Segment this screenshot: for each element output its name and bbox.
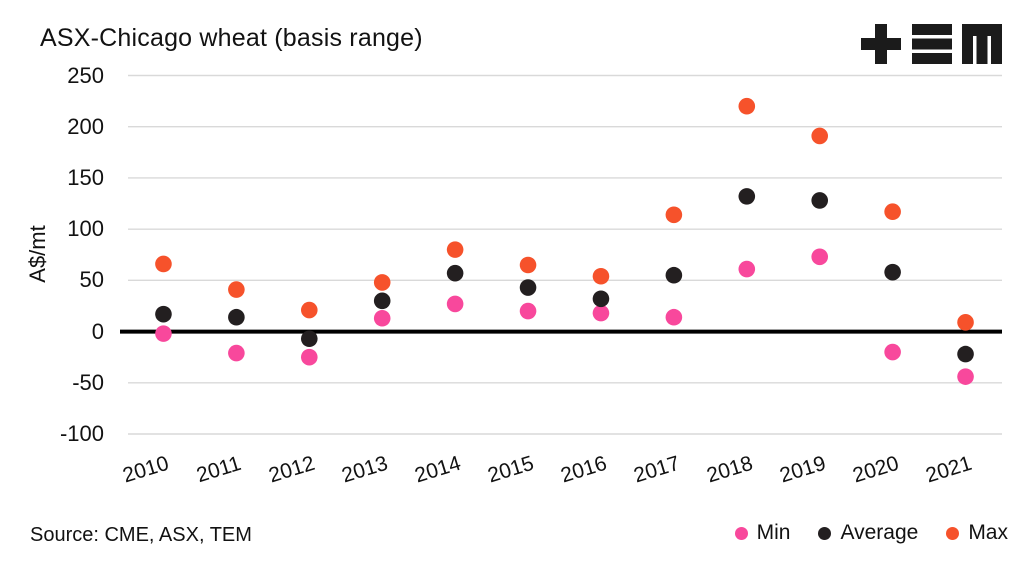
dot-max-2017 — [665, 206, 683, 224]
y-axis-title: A$/mt — [25, 225, 50, 283]
legend-label-min: Min — [756, 521, 791, 544]
legend-label-average: Average — [840, 521, 919, 544]
dot-average-2021 — [957, 345, 974, 363]
dot-max-2021 — [957, 314, 974, 331]
dot-average-2011 — [228, 308, 245, 326]
dot-max-2016 — [592, 267, 610, 285]
dot-average-2019 — [811, 192, 829, 209]
legend-label-max: Max — [968, 521, 1008, 544]
plus-icon — [861, 24, 901, 64]
m-mark-icon — [962, 24, 1002, 64]
dot-min-2014 — [446, 295, 464, 313]
y-tick-label: 100 — [67, 216, 104, 242]
min-dot-icon — [734, 526, 748, 540]
dot-min-2010 — [155, 325, 172, 342]
y-tick-label: 0 — [91, 318, 104, 344]
y-tick-label: 50 — [79, 267, 104, 293]
dot-max-2015 — [519, 256, 537, 274]
dot-min-2013 — [373, 309, 391, 327]
dot-average-2017 — [665, 266, 683, 284]
max-dot-icon — [946, 526, 960, 540]
legend-item-min: Min — [734, 521, 791, 545]
dot-average-2013 — [373, 292, 391, 310]
dot-min-2016 — [592, 304, 610, 322]
legend: Min Average Max — [734, 521, 1008, 545]
dot-max-2014 — [446, 241, 464, 258]
dot-average-2014 — [446, 264, 464, 282]
tem-logo — [861, 24, 1002, 64]
dot-max-2011 — [228, 281, 245, 298]
dot-max-2018 — [738, 97, 756, 115]
average-dot-icon — [818, 526, 832, 540]
chart-title: ASX-Chicago wheat (basis range) — [40, 24, 423, 52]
dot-average-2018 — [738, 188, 756, 205]
y-tick-label: 200 — [67, 113, 104, 139]
dot-max-2020 — [884, 203, 901, 221]
dot-average-2016 — [592, 290, 610, 308]
y-tick-label: -100 — [59, 421, 104, 446]
source-note: Source: CME, ASX, TEM — [30, 524, 252, 546]
dot-average-2020 — [884, 263, 901, 281]
triple-bar-icon — [912, 24, 952, 64]
dot-max-2012 — [300, 301, 318, 319]
dot-average-2015 — [519, 279, 537, 296]
dot-min-2012 — [300, 348, 318, 366]
dot-max-2019 — [811, 127, 829, 145]
dot-min-2020 — [884, 343, 901, 361]
dot-average-2010 — [155, 305, 172, 323]
dot-min-2011 — [228, 344, 245, 362]
dot-min-2018 — [738, 260, 756, 278]
dot-min-2021 — [957, 368, 974, 385]
legend-item-max: Max — [946, 521, 1008, 545]
dot-average-2012 — [300, 330, 318, 348]
legend-item-average: Average — [818, 521, 918, 545]
y-tick-label: -50 — [72, 369, 104, 395]
dot-min-2019 — [811, 248, 829, 266]
dot-min-2017 — [665, 308, 683, 326]
dot-max-2010 — [155, 255, 172, 273]
dot-max-2013 — [373, 274, 391, 291]
dot-min-2015 — [519, 302, 537, 320]
y-tick-label: 150 — [67, 164, 104, 190]
y-tick-label: 250 — [67, 62, 104, 88]
